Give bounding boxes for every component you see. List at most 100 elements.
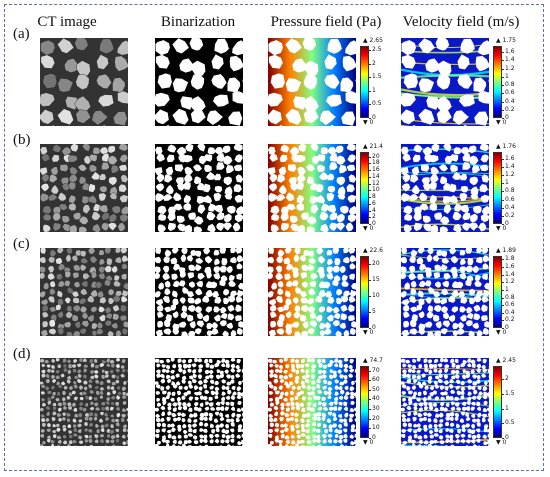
- pressure-field-panel: [268, 144, 356, 232]
- pressure-colorbar: [360, 152, 369, 224]
- pressure-colorbar-tick: 14: [369, 172, 380, 180]
- pressure-colorbar-tick: 4: [369, 206, 376, 214]
- velocity-colorbar-tick: 0.4: [502, 97, 515, 105]
- figure-frame: CT image Binarization Pressure field (Pa…: [4, 4, 544, 471]
- row-label: (b): [13, 132, 31, 148]
- pressure-colorbar-tick: 50: [369, 385, 380, 393]
- velocity-colorbar-tick: 0: [502, 324, 509, 331]
- pressure-colorbar-tick: 18: [369, 159, 380, 167]
- velocity-colorbar-tick: 1.4: [502, 162, 515, 170]
- pressure-colorbar: [360, 256, 369, 328]
- pressure-colorbar-tick: 0: [369, 434, 376, 441]
- pressure-colorbar: [360, 46, 369, 118]
- velocity-colorbar-tick: 0.6: [502, 195, 515, 203]
- pressure-colorbar-tick: 20: [369, 152, 380, 160]
- pressure-colorbar-max-label: ▲ 21.4: [363, 143, 383, 150]
- velocity-colorbar-min-label: ▼ 0: [496, 225, 507, 232]
- velocity-colorbar-max-label: ▲ 1.75: [496, 37, 516, 44]
- velocity-colorbar-tick: 0.5: [502, 419, 515, 427]
- velocity-colorbar-tick: 0.8: [502, 293, 515, 301]
- velocity-colorbar: [493, 256, 502, 328]
- velocity-colorbar-tick: 1: [502, 285, 509, 293]
- velocity-colorbar-tick: 0.8: [502, 81, 515, 89]
- velocity-colorbar-min-label: ▼ 0: [496, 329, 507, 336]
- pressure-colorbar-tick: 60: [369, 376, 380, 384]
- pressure-colorbar-min-label: ▼ 0: [363, 329, 374, 336]
- velocity-colorbar-tick: 0.4: [502, 308, 515, 316]
- pressure-colorbar-tick: 2: [369, 213, 376, 221]
- velocity-colorbar-tick: 1.2: [502, 64, 515, 72]
- velocity-colorbar-tick: 0.6: [502, 301, 515, 309]
- velocity-colorbar-tick: 1.2: [502, 170, 515, 178]
- binarization-panel: [155, 144, 243, 232]
- row-label: (a): [13, 26, 30, 42]
- binarization-panel: [155, 38, 243, 126]
- pressure-colorbar-tick: 10: [369, 424, 380, 432]
- velocity-colorbar-tick: 0: [502, 220, 509, 227]
- ct-image-panel: [40, 358, 128, 446]
- pressure-colorbar-min-label: ▼ 0: [363, 119, 374, 126]
- ct-image-panel: [40, 144, 128, 232]
- velocity-colorbar-tick: 1: [502, 179, 509, 187]
- column-title-ct-image: CT image: [37, 14, 97, 30]
- velocity-field-panel: [401, 144, 489, 232]
- velocity-colorbar-tick: 1.4: [502, 56, 515, 64]
- velocity-colorbar-min-label: ▼ 0: [496, 439, 507, 446]
- pressure-colorbar-max-label: ▲ 74.7: [363, 357, 383, 364]
- velocity-colorbar-max-label: ▲ 2.45: [496, 357, 516, 364]
- pressure-colorbar-tick: 8: [369, 193, 376, 201]
- pressure-colorbar-tick: 1.5: [369, 73, 382, 81]
- velocity-colorbar-min-label: ▼ 0: [496, 119, 507, 126]
- pressure-colorbar-tick: 15: [369, 276, 380, 284]
- pressure-colorbar-tick: 0.5: [369, 100, 382, 108]
- velocity-colorbar: [493, 46, 502, 118]
- velocity-field-panel: [401, 248, 489, 336]
- binarization-panel: [155, 248, 243, 336]
- column-title-pressure-field: Pressure field (Pa): [270, 14, 382, 30]
- velocity-colorbar-tick: 0.2: [502, 211, 515, 219]
- pressure-colorbar-tick: 20: [369, 260, 380, 268]
- velocity-colorbar-tick: 1: [502, 404, 509, 412]
- pressure-colorbar-tick: 10: [369, 186, 380, 194]
- velocity-colorbar-tick: 1.4: [502, 270, 515, 278]
- pressure-colorbar-tick: 2: [369, 59, 376, 67]
- velocity-colorbar-tick: 1.6: [502, 154, 515, 162]
- pressure-colorbar-tick: 16: [369, 166, 380, 174]
- velocity-colorbar: [493, 366, 502, 438]
- column-title-velocity-field: Velocity field (m/s): [402, 14, 520, 30]
- pressure-colorbar-tick: 20: [369, 414, 380, 422]
- pressure-colorbar-tick: 0: [369, 324, 376, 331]
- velocity-colorbar-tick: 0.2: [502, 105, 515, 113]
- pressure-colorbar-max-label: ▲ 22.6: [363, 247, 383, 254]
- velocity-colorbar-tick: 2: [502, 375, 509, 383]
- velocity-colorbar-max-label: ▲ 1.76: [496, 143, 516, 150]
- pressure-colorbar-tick: 12: [369, 179, 380, 187]
- velocity-colorbar-tick: 0.8: [502, 187, 515, 195]
- pressure-colorbar-tick: 6: [369, 199, 376, 207]
- ct-image-panel: [40, 38, 128, 126]
- row-label: (c): [13, 236, 30, 252]
- velocity-colorbar-max-label: ▲ 1.89: [496, 247, 516, 254]
- pressure-colorbar-tick: 0: [369, 114, 376, 121]
- velocity-colorbar-tick: 1: [502, 72, 509, 80]
- velocity-colorbar-tick: 0: [502, 434, 509, 441]
- ct-image-panel: [40, 248, 128, 336]
- velocity-colorbar-tick: 1.6: [502, 48, 515, 56]
- velocity-colorbar-tick: 0.2: [502, 316, 515, 324]
- binarization-panel: [155, 358, 243, 446]
- pressure-colorbar-tick: 0: [369, 220, 376, 227]
- velocity-colorbar-tick: 1.5: [502, 389, 515, 397]
- velocity-colorbar-tick: 0: [502, 114, 509, 121]
- pressure-field-panel: [268, 248, 356, 336]
- velocity-field-panel: [401, 358, 489, 446]
- velocity-colorbar-tick: 1.2: [502, 278, 515, 286]
- velocity-colorbar: [493, 152, 502, 224]
- pressure-colorbar-tick: 40: [369, 395, 380, 403]
- pressure-colorbar-min-label: ▼ 0: [363, 225, 374, 232]
- pressure-colorbar-min-label: ▼ 0: [363, 439, 374, 446]
- pressure-colorbar-tick: 70: [369, 366, 380, 374]
- pressure-colorbar-tick: 5: [369, 308, 376, 316]
- pressure-colorbar-tick: 1: [369, 86, 376, 94]
- pressure-field-panel: [268, 358, 356, 446]
- pressure-colorbar-max-label: ▲ 2.65: [363, 37, 383, 44]
